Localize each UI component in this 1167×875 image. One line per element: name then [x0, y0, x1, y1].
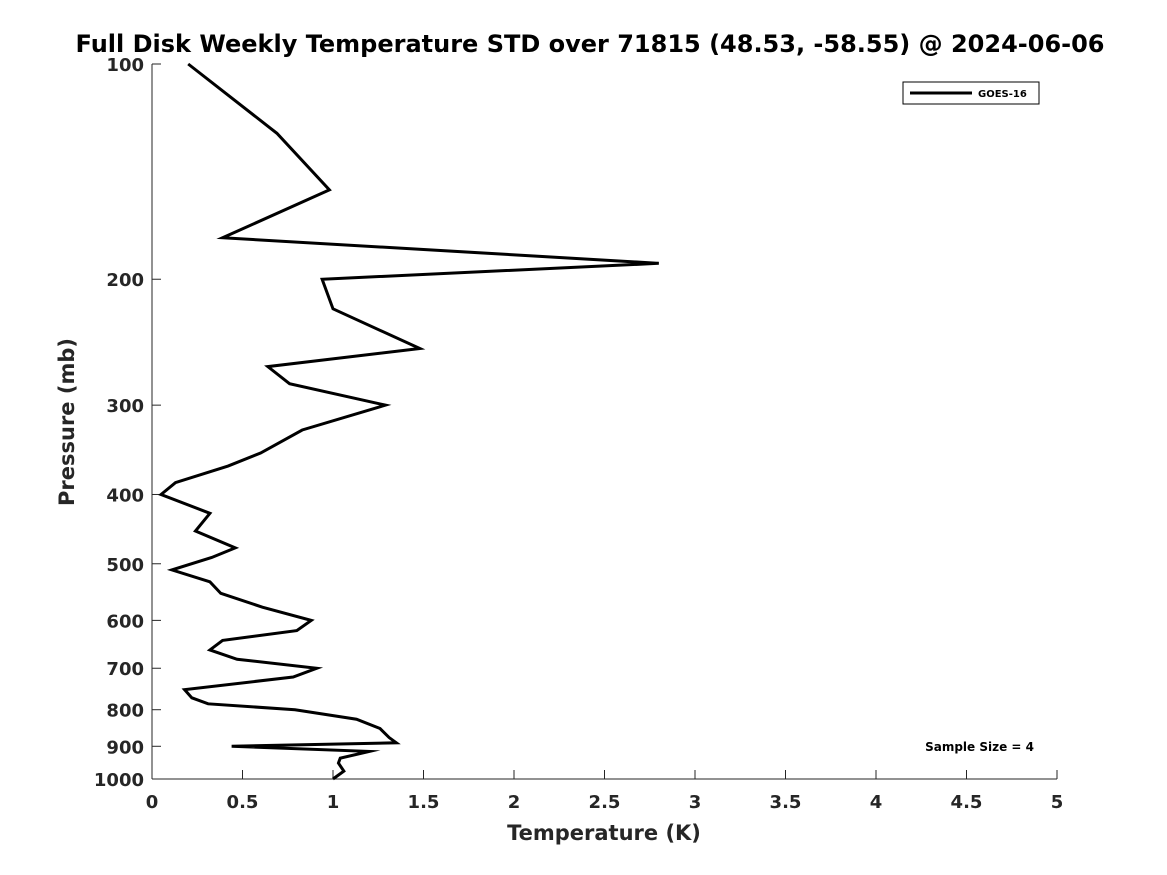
- x-tick-label: 1: [327, 792, 340, 813]
- x-axis-label: Temperature (K): [507, 821, 701, 845]
- x-ticks: 0 0.5 1 1.5 2 2.5 3 3.5 4 4.5 5: [146, 770, 1064, 813]
- chart-title: Full Disk Weekly Temperature STD over 71…: [76, 30, 1105, 58]
- y-tick-label: 900: [106, 737, 144, 758]
- legend: GOES-16: [902, 81, 1040, 105]
- y-tick-label: 100: [106, 55, 144, 76]
- y-tick-label: 1000: [94, 770, 144, 791]
- sample-size-annotation: Sample Size = 4: [925, 740, 1034, 754]
- series-layer: [158, 62, 659, 781]
- legend-label-goes-16: GOES-16: [978, 89, 1027, 100]
- x-tick-label: 4.5: [951, 792, 983, 813]
- y-tick-label: 500: [106, 555, 144, 576]
- x-tick-label: 5: [1051, 792, 1064, 813]
- x-tick-label: 1.5: [408, 792, 440, 813]
- y-tick-label: 200: [106, 270, 144, 291]
- y-axis-label: Pressure (mb): [55, 338, 79, 506]
- x-tick-label: 2: [508, 792, 521, 813]
- x-tick-label: 0.5: [227, 792, 259, 813]
- x-tick-label: 4: [870, 792, 883, 813]
- y-tick-label: 700: [106, 659, 144, 680]
- y-tick-label: 300: [106, 396, 144, 417]
- y-ticks: 100 200 300 400 500 600 700 800 900 1000: [94, 55, 161, 791]
- x-tick-label: 2.5: [589, 792, 621, 813]
- x-tick-label: 3: [689, 792, 702, 813]
- x-tick-label: 3.5: [770, 792, 802, 813]
- y-tick-label: 600: [106, 611, 144, 632]
- y-tick-label: 800: [106, 701, 144, 722]
- series-line-goes-16: [158, 62, 659, 781]
- x-tick-label: 0: [146, 792, 159, 813]
- y-tick-label: 400: [106, 485, 144, 506]
